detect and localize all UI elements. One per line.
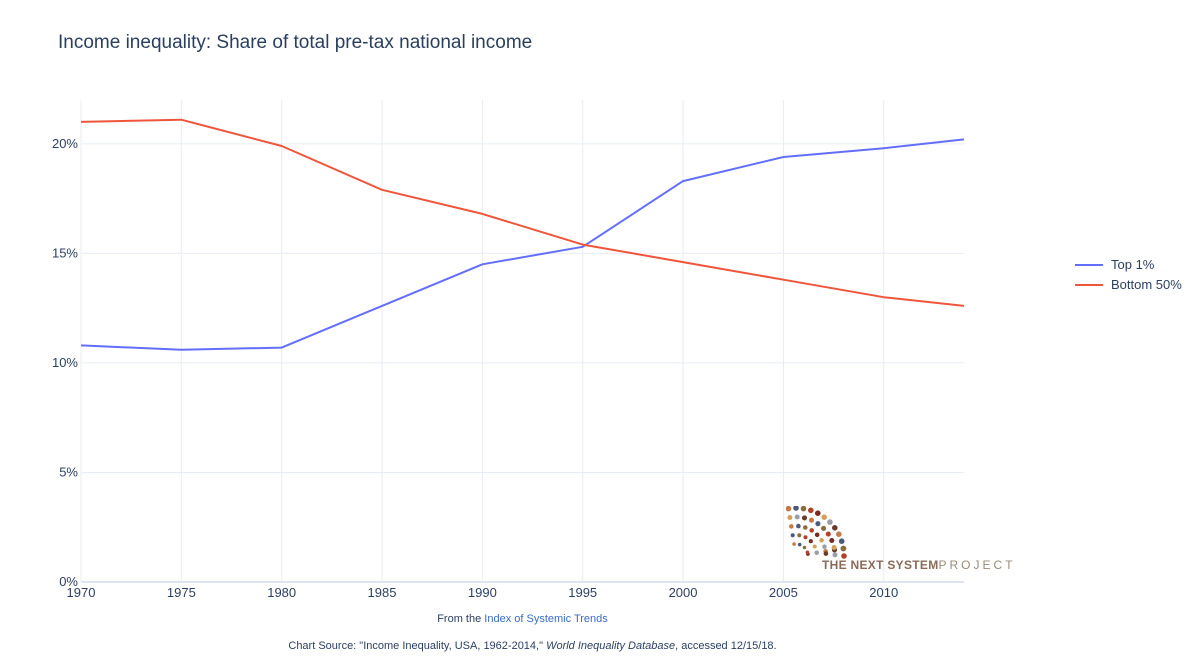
x-tick-label: 1990	[468, 585, 497, 600]
y-tick-label: 0%	[59, 574, 78, 589]
x-tick-label: 1980	[267, 585, 296, 600]
logo-dot	[796, 523, 801, 529]
x-tick-label: 2010	[869, 585, 898, 600]
logo-dot	[808, 507, 814, 514]
grid	[80, 100, 964, 582]
logo-dot	[800, 505, 807, 512]
logo-dot	[841, 553, 847, 559]
logo-word-1: THE NEXT SYSTEM	[822, 558, 939, 572]
logo-dot	[832, 552, 838, 558]
x-tick-label: 2000	[669, 585, 698, 600]
axes: 0% 5% 10% 15% 20% 1970 1975 1980 1985 1990 1995 200…	[52, 136, 964, 600]
logo-dot	[815, 521, 821, 527]
x-tick-label: 1985	[368, 585, 397, 600]
logo-dot	[822, 544, 827, 549]
series-line-bottom-50[interactable]	[80, 118, 965, 307]
footer-from-prefix: From the	[437, 613, 485, 625]
logo-dot	[838, 538, 845, 544]
logo-dot	[840, 545, 847, 552]
y-tick-label: 10%	[52, 355, 78, 370]
logo-dot	[809, 528, 814, 533]
logo-dot	[792, 542, 796, 546]
logo-dot	[827, 519, 833, 525]
logo-dot	[812, 544, 817, 549]
logo-dot	[802, 545, 807, 550]
series-line-top-1[interactable]	[80, 138, 965, 351]
y-tick-label: 5%	[59, 464, 78, 479]
x-tick-label: 1970	[67, 585, 96, 600]
legend-item-bottom-50[interactable]: Bottom 50%	[1075, 277, 1182, 292]
legend-label: Top 1%	[1111, 257, 1155, 272]
y-tick-label: 20%	[52, 136, 78, 151]
logo-dots-icon	[785, 505, 847, 559]
legend[interactable]: Top 1% Bottom 50%	[1075, 257, 1182, 292]
logo-dot	[793, 505, 799, 511]
logo-dot	[821, 525, 827, 531]
x-tick-label: 2005	[769, 585, 798, 600]
logo-dot	[823, 551, 829, 556]
logo-dot	[797, 533, 802, 538]
y-tick-label: 15%	[52, 245, 78, 260]
series-lines	[80, 118, 965, 351]
source-suffix: , accessed 12/15/18.	[675, 640, 777, 652]
index-of-systemic-trends-link[interactable]: Index of Systemic Trends	[484, 613, 608, 625]
logo-dot	[794, 514, 800, 520]
logo-dot	[836, 531, 842, 537]
chart-title: Income inequality: Share of total pre-ta…	[58, 32, 533, 53]
logo-dot	[803, 525, 808, 530]
logo-dot	[815, 510, 821, 516]
logo-dot	[805, 550, 810, 555]
logo-dot	[785, 505, 792, 512]
logo-dot	[801, 515, 808, 521]
logo-wordmark: THE NEXT SYSTEMPROJECT	[822, 558, 1016, 572]
logo-dot	[808, 517, 815, 523]
logo-dot	[787, 514, 793, 521]
logo-dot	[829, 537, 835, 544]
logo-dot	[790, 533, 795, 538]
legend-item-top-1[interactable]: Top 1%	[1075, 257, 1155, 272]
x-tick-label: 1975	[167, 585, 196, 600]
logo-dot	[819, 538, 824, 543]
logo-dot	[831, 544, 837, 551]
next-system-project-logo: THE NEXT SYSTEMPROJECT	[785, 505, 1013, 576]
source-prefix: Chart Source: "Income Inequality, USA, 1…	[288, 640, 547, 652]
x-tick-label: 1995	[568, 585, 597, 600]
footer-from-line: From the Index of Systemic Trends	[0, 613, 1045, 625]
logo-dot	[814, 532, 820, 538]
logo-dot	[821, 514, 827, 520]
logo-dot	[825, 531, 831, 537]
logo-word-2: PROJECT	[938, 558, 1016, 572]
legend-label: Bottom 50%	[1111, 277, 1182, 292]
footer-source-line: Chart Source: "Income Inequality, USA, 1…	[0, 640, 1065, 652]
logo-dot	[832, 525, 838, 531]
source-database: World Inequality Database	[546, 640, 676, 652]
logo-dot	[814, 550, 819, 555]
logo-dot	[808, 539, 813, 544]
logo-dot	[789, 524, 794, 529]
logo-dot	[803, 535, 808, 540]
logo-dot	[797, 542, 802, 547]
